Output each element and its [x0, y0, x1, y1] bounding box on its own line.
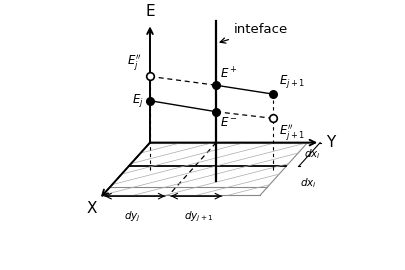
Text: X: X: [87, 201, 97, 216]
Text: $dx_i$: $dx_i$: [304, 147, 321, 161]
Text: $E_j''$: $E_j''$: [128, 53, 142, 73]
Text: $dy_j$: $dy_j$: [124, 209, 141, 224]
Text: E: E: [145, 4, 155, 19]
Text: Y: Y: [326, 135, 336, 150]
Text: $E^+$: $E^+$: [220, 66, 238, 81]
Text: $E_j$: $E_j$: [132, 92, 144, 109]
Text: $dy_{j+1}$: $dy_{j+1}$: [184, 209, 214, 224]
Text: $E^-$: $E^-$: [220, 116, 238, 129]
Text: $dx_i$: $dx_i$: [300, 176, 317, 190]
Text: $E_{j+1}''$: $E_{j+1}''$: [279, 122, 305, 142]
Text: inteface: inteface: [220, 23, 288, 43]
Text: $E_{j+1}$: $E_{j+1}$: [279, 73, 305, 90]
